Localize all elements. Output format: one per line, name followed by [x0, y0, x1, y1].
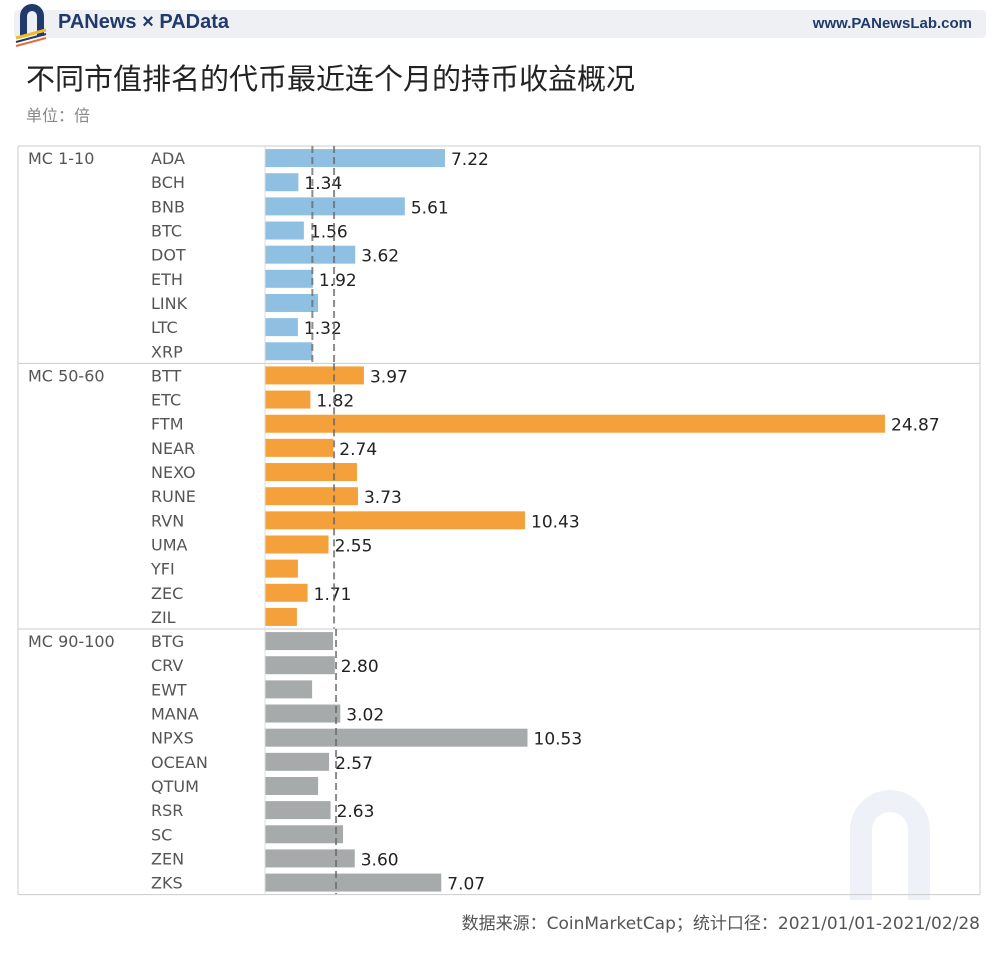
category-label: RVN: [151, 511, 184, 530]
bar-zen: [265, 849, 355, 868]
value-label: 10.43: [531, 512, 580, 532]
bar-xrp: [265, 342, 313, 361]
category-label: LINK: [151, 294, 188, 313]
category-label: ETH: [151, 270, 183, 289]
bar-btt: [265, 366, 364, 385]
category-label: ZEN: [151, 849, 184, 868]
bar-rune: [265, 487, 358, 506]
bar-mana: [265, 704, 341, 723]
value-label: 2.57: [335, 754, 373, 774]
category-label: NEAR: [151, 439, 195, 458]
category-label: ZEC: [151, 584, 183, 603]
category-label: MANA: [151, 705, 199, 724]
bar-zec: [265, 583, 308, 602]
category-label: UMA: [151, 535, 188, 554]
value-label: 2.80: [341, 657, 379, 677]
category-label: BTT: [151, 366, 181, 385]
bar-near: [265, 438, 334, 457]
value-label: 7.07: [447, 875, 485, 895]
group-label: MC 90-100: [28, 632, 115, 651]
header-bar: [14, 10, 986, 38]
category-label: CRV: [151, 656, 183, 675]
category-label: NEXO: [151, 463, 196, 482]
category-label: LTC: [151, 318, 178, 337]
bar-etc: [265, 390, 311, 409]
value-label: 3.02: [346, 706, 384, 726]
value-label: 1.82: [316, 392, 354, 412]
bar-crv: [265, 656, 335, 675]
bar-link: [265, 293, 319, 312]
category-label: ZIL: [151, 608, 176, 627]
value-label: 24.87: [891, 416, 940, 436]
value-label: 1.56: [310, 223, 348, 243]
value-label: 5.61: [411, 198, 449, 218]
category-label: BCH: [151, 173, 185, 192]
bar-ftm: [265, 414, 885, 433]
category-label: BNB: [151, 197, 185, 216]
bar-yfi: [265, 559, 298, 578]
category-label: EWT: [151, 680, 187, 699]
bar-zil: [265, 607, 297, 626]
category-label: ADA: [151, 149, 185, 168]
value-label: 3.62: [361, 247, 399, 267]
category-label: RUNE: [151, 487, 196, 506]
value-label: 1.92: [319, 271, 357, 291]
category-label: BTC: [151, 222, 182, 241]
value-label: 1.34: [304, 174, 342, 194]
value-label: 1.32: [304, 319, 342, 339]
brand-name: PANews × PAData: [58, 11, 229, 33]
source-note: 数据来源：CoinMarketCap；统计口径：2021/01/01-2021/…: [461, 914, 980, 934]
bar-eth: [265, 269, 313, 288]
value-label: 7.22: [451, 150, 489, 170]
bar-uma: [265, 535, 329, 554]
bar-ada: [265, 149, 445, 168]
value-label: 10.53: [534, 730, 583, 750]
bar-qtum: [265, 776, 319, 795]
value-label: 1.71: [314, 585, 352, 605]
category-label: FTM: [151, 415, 184, 434]
value-label: 2.63: [337, 802, 375, 822]
bar-ewt: [265, 680, 313, 699]
category-label: XRP: [151, 342, 183, 361]
bar-ltc: [265, 318, 298, 337]
value-label: 2.55: [335, 536, 373, 556]
category-label: QTUM: [151, 777, 199, 796]
bar-rvn: [265, 511, 526, 530]
value-label: 3.60: [361, 850, 399, 870]
bar-ocean: [265, 752, 330, 771]
chart-title: 不同市值排名的代币最近连个月的持币收益概况: [26, 62, 636, 96]
watermark-logo-icon: [850, 790, 930, 900]
category-label: OCEAN: [151, 753, 208, 772]
bar-btc: [265, 221, 304, 240]
bar-nexo: [265, 463, 357, 482]
group-label: MC 1-10: [28, 149, 94, 168]
panews-logo-icon: [15, 4, 47, 47]
bar-btg: [265, 632, 334, 651]
value-label: 2.74: [339, 440, 377, 460]
group-label: MC 50-60: [28, 366, 105, 385]
category-label: NPXS: [151, 729, 194, 748]
category-label: BTG: [151, 632, 184, 651]
bar-bch: [265, 173, 299, 192]
value-label: 3.97: [370, 367, 408, 387]
category-label: ETC: [151, 391, 181, 410]
value-label: 3.73: [364, 488, 402, 508]
bar-dot: [265, 245, 356, 264]
bar-sc: [265, 825, 344, 844]
category-label: RSR: [151, 801, 183, 820]
bar-zks: [265, 873, 442, 892]
site-url: www.PANewsLab.com: [812, 15, 972, 32]
category-label: DOT: [151, 246, 186, 265]
category-label: SC: [151, 825, 172, 844]
category-label: ZKS: [151, 874, 183, 893]
bar-npxs: [265, 728, 528, 747]
category-label: YFI: [150, 560, 175, 579]
bar-rsr: [265, 801, 331, 820]
unit-label: 单位：倍: [26, 106, 91, 125]
